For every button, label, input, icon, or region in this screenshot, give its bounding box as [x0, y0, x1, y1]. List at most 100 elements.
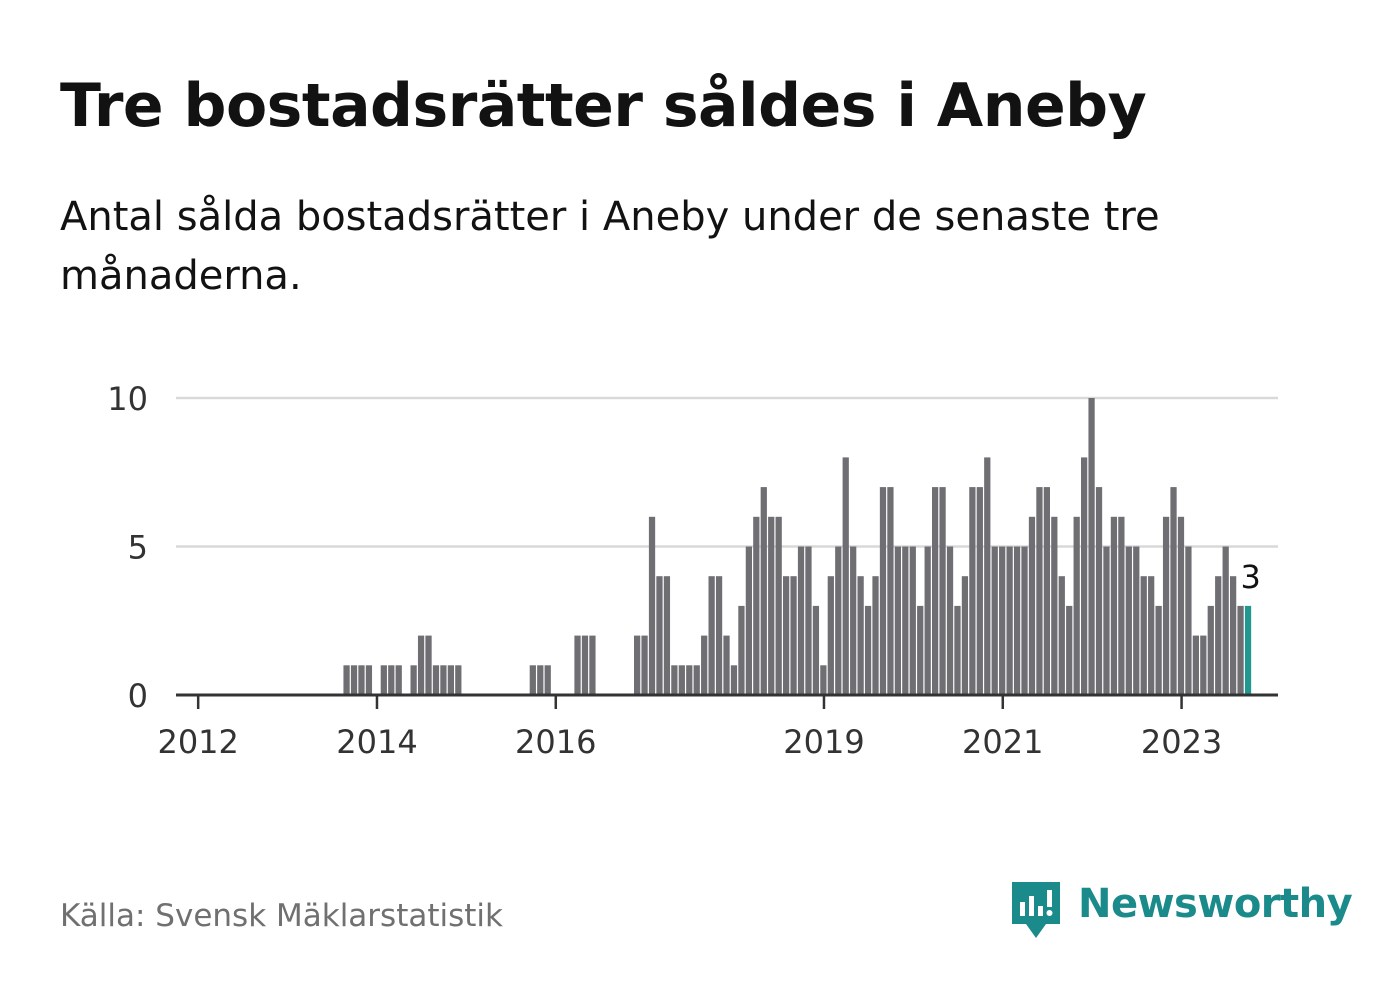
bar	[1118, 516, 1125, 695]
bar	[1110, 516, 1118, 695]
y-tick-label: 10	[107, 380, 148, 418]
bar	[723, 635, 730, 695]
bar	[380, 665, 387, 695]
bar	[1006, 546, 1013, 695]
bar	[1155, 605, 1162, 695]
bar	[440, 665, 447, 695]
bar	[954, 605, 961, 695]
bar	[671, 665, 678, 695]
bar	[760, 487, 767, 695]
bar	[343, 665, 350, 695]
bar	[581, 635, 589, 695]
bar	[1140, 576, 1147, 695]
bar	[894, 546, 901, 695]
bar	[790, 576, 797, 695]
bar-highlight	[1244, 605, 1252, 695]
bar	[730, 665, 738, 695]
bar	[1133, 546, 1140, 695]
bar	[932, 487, 939, 695]
bar	[1200, 635, 1207, 695]
bar	[902, 546, 909, 695]
bar	[961, 576, 969, 695]
bar	[388, 665, 395, 695]
bar	[447, 665, 454, 695]
bar	[1051, 516, 1058, 695]
bar	[805, 546, 812, 695]
bar	[738, 605, 745, 695]
bar	[574, 635, 581, 695]
bar	[1192, 635, 1199, 695]
y-tick-label: 5	[128, 529, 148, 567]
bar	[358, 665, 365, 695]
chart-title: Tre bostadsrätter såldes i Aneby	[60, 71, 1147, 141]
x-tick-label: 2016	[515, 723, 596, 761]
bar	[708, 576, 715, 695]
bar	[1148, 576, 1155, 695]
last-value-label: 3	[1240, 558, 1260, 596]
bar	[686, 665, 693, 695]
bar	[1230, 576, 1237, 695]
bar	[820, 665, 827, 695]
y-tick-label: 0	[128, 677, 148, 715]
bar	[976, 487, 983, 695]
bar	[701, 635, 708, 695]
bar	[864, 605, 872, 695]
brand-logo: Newsworthy	[1010, 878, 1353, 942]
bar-chart: 0 5 10 2012 2014 2016 2019 2021 2023 3	[107, 380, 1278, 761]
bar	[432, 665, 440, 695]
bar	[745, 546, 752, 695]
bar	[1177, 516, 1185, 695]
bar	[641, 635, 648, 695]
bar	[1103, 546, 1110, 695]
bar	[768, 516, 775, 695]
bar	[1185, 546, 1192, 695]
bar	[753, 516, 760, 695]
bar	[1215, 576, 1222, 695]
bar	[1237, 605, 1244, 695]
x-tick-label: 2023	[1141, 723, 1222, 761]
bar	[909, 546, 916, 695]
bar	[1162, 516, 1170, 695]
bar	[969, 487, 976, 695]
bar	[1095, 487, 1103, 695]
bar	[648, 516, 656, 695]
bar	[924, 546, 931, 695]
bar	[634, 635, 641, 695]
x-tick-label: 2019	[783, 723, 864, 761]
bar	[887, 487, 894, 695]
bar	[991, 546, 998, 695]
bar	[365, 665, 373, 695]
bar	[656, 576, 663, 695]
bar	[857, 576, 864, 695]
bar	[537, 665, 544, 695]
x-tick-label: 2014	[336, 723, 417, 761]
source-note: Källa: Svensk Mäklarstatistik	[60, 898, 503, 934]
newsworthy-logo-icon	[1012, 882, 1060, 938]
bar	[395, 665, 402, 695]
bar	[410, 665, 417, 695]
bar	[827, 576, 834, 695]
bar	[783, 576, 790, 695]
bar	[1222, 546, 1229, 695]
x-tick-label: 2012	[157, 723, 238, 761]
bar	[1073, 516, 1080, 695]
bar	[999, 546, 1006, 695]
bar	[350, 665, 358, 695]
brand-name: Newsworthy	[1078, 881, 1353, 927]
bar	[663, 576, 671, 695]
bar	[1207, 605, 1214, 695]
bar	[775, 516, 782, 695]
bar	[1043, 487, 1050, 695]
bar	[529, 665, 536, 695]
bar	[678, 665, 685, 695]
bar	[984, 457, 991, 695]
bar	[715, 576, 723, 695]
bar	[797, 546, 805, 695]
bar	[842, 457, 849, 695]
bar	[812, 605, 820, 695]
bar	[872, 576, 879, 695]
bar	[1028, 516, 1036, 695]
bar	[1021, 546, 1028, 695]
bar	[835, 546, 842, 695]
x-tick-label: 2021	[962, 723, 1043, 761]
